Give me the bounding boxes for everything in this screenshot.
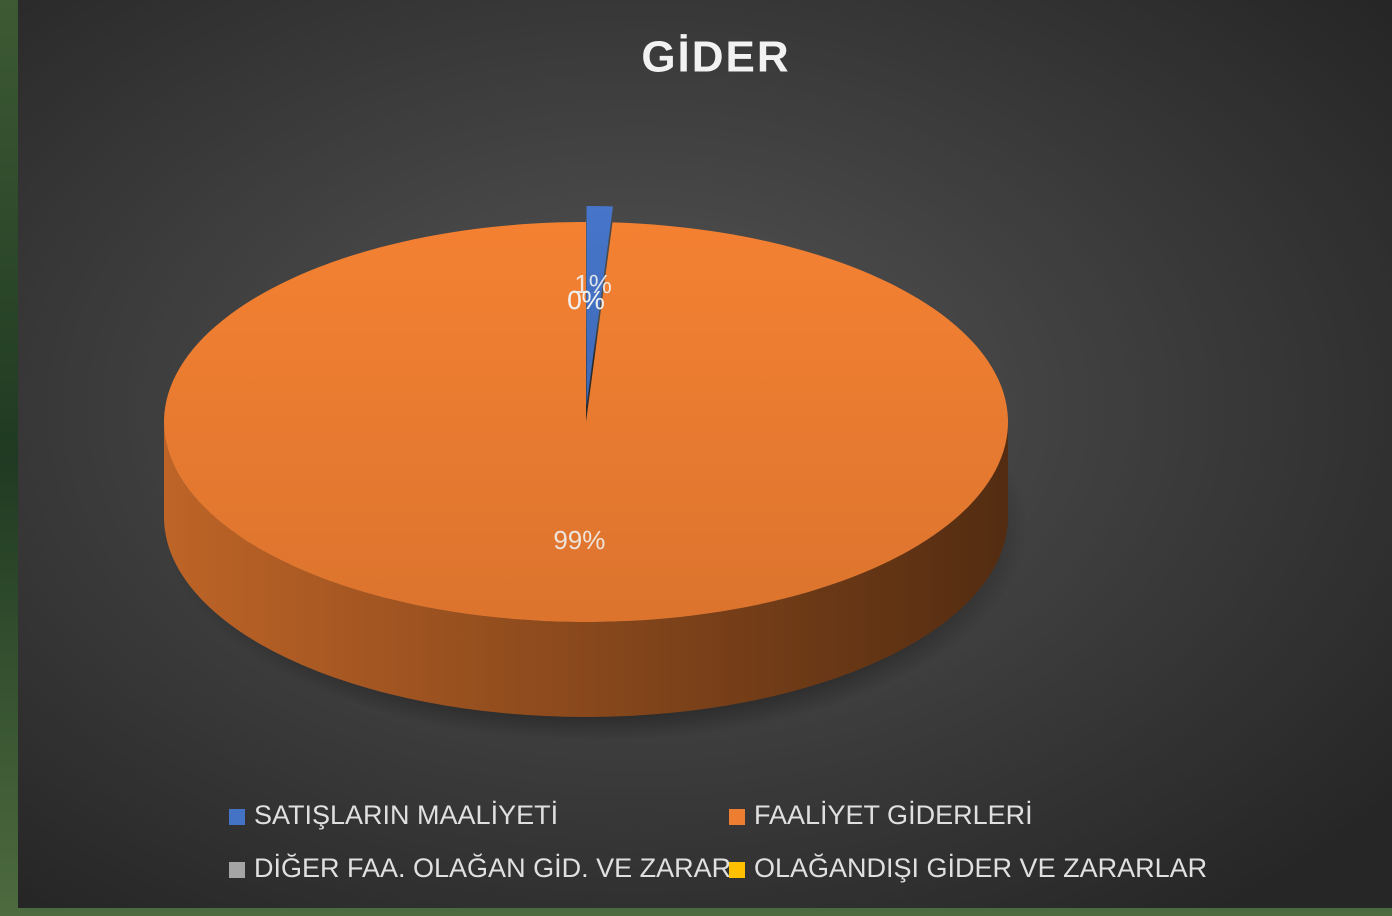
legend-label: SATIŞLARIN MAALİYETİ [254,799,558,830]
legend-swatch [229,809,245,825]
data-label: 1% [574,269,612,299]
legend-swatch [729,809,745,825]
pie-slice [586,206,614,407]
data-label: 99% [553,525,605,555]
legend-swatch [229,862,245,878]
chart-title: GİDER [641,33,790,82]
legend-label: OLAĞANDIŞI GİDER VE ZARARLAR [754,852,1207,883]
data-label: 0% [567,285,605,315]
legend-label: DİĞER FAA. OLAĞAN GİD. VE ZARAR [254,852,731,883]
legend-swatch [729,862,745,878]
pie-side [164,422,1008,717]
pie-slice [164,222,1009,623]
data-label: 0% [567,285,605,315]
legend-label: FAALİYET GİDERLERİ [754,799,1033,830]
